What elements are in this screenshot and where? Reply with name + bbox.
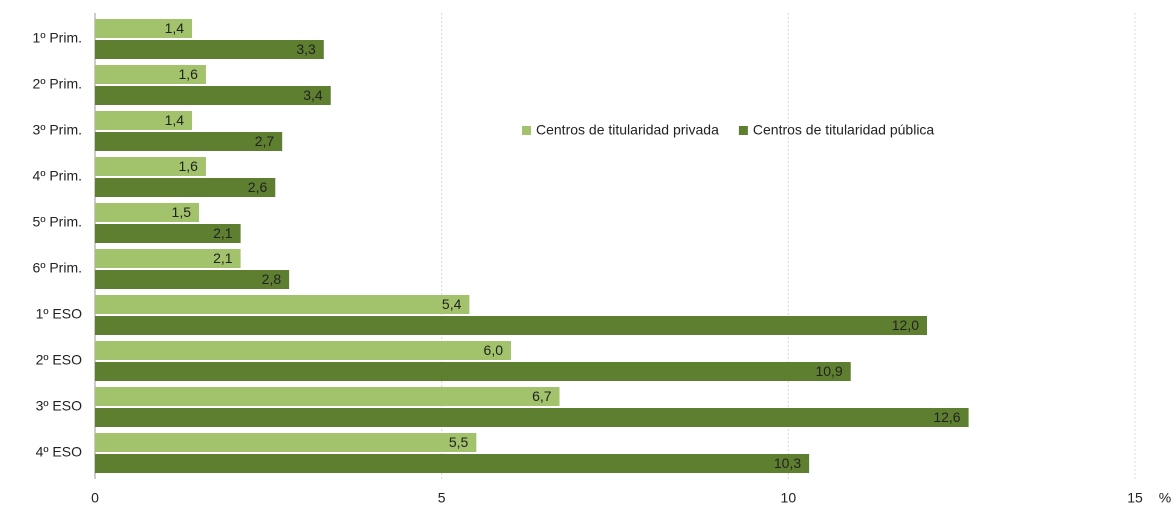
y-tick-label: 6º Prim. [33, 260, 82, 276]
data-label: 10,3 [774, 455, 801, 471]
data-label: 5,5 [449, 434, 469, 450]
y-tick-label: 3º ESO [36, 398, 82, 414]
bar [95, 224, 241, 243]
data-label: 2,7 [255, 133, 275, 149]
y-tick-label: 5º Prim. [33, 214, 82, 230]
legend-swatch [738, 126, 748, 135]
x-tick-label: 10 [781, 490, 797, 506]
bar [95, 454, 810, 473]
x-tick-label: 5 [438, 490, 446, 506]
y-tick-label: 4º Prim. [33, 168, 82, 184]
data-label: 6,0 [484, 342, 504, 358]
bar [95, 65, 206, 84]
y-tick-label: 3º Prim. [33, 122, 82, 138]
data-label: 3,4 [303, 87, 323, 103]
y-tick-label: 1º Prim. [33, 30, 82, 46]
data-label: 2,6 [248, 179, 268, 195]
data-label: 6,7 [532, 388, 552, 404]
bar [95, 178, 276, 197]
bar [95, 387, 560, 406]
bar [95, 433, 477, 452]
data-label: 1,6 [178, 158, 198, 174]
legend-label: Centros de titularidad pública [753, 122, 935, 138]
bar [95, 362, 851, 381]
y-tick-label: 2º ESO [36, 352, 82, 368]
bar [95, 40, 324, 59]
data-label: 1,6 [178, 66, 198, 82]
data-label: 5,4 [442, 296, 462, 312]
data-label: 2,1 [213, 250, 233, 266]
data-label: 3,3 [296, 41, 316, 57]
data-label: 1,5 [172, 204, 192, 220]
x-tick-label: 15 [1127, 490, 1143, 506]
data-label: 12,0 [892, 317, 919, 333]
bar [95, 19, 193, 38]
bar [95, 157, 206, 176]
bar [95, 341, 511, 360]
legend-swatch [522, 126, 531, 135]
data-label: 10,9 [815, 363, 842, 379]
bar [95, 249, 241, 268]
y-tick-label: 2º Prim. [33, 76, 82, 92]
bar [95, 132, 283, 151]
y-tick-label: 1º ESO [36, 306, 82, 322]
data-label: 2,8 [262, 271, 282, 287]
bar [95, 203, 199, 222]
bar [95, 295, 470, 314]
y-tick-label: 4º ESO [36, 444, 82, 460]
data-label: 2,1 [213, 225, 233, 241]
data-label: 1,4 [165, 20, 185, 36]
x-axis-label: % [1159, 490, 1171, 506]
x-tick-label: 0 [91, 490, 99, 506]
data-label: 1,4 [165, 112, 185, 128]
legend-label: Centros de titularidad privada [536, 122, 719, 138]
bar [95, 111, 193, 130]
bar [95, 408, 969, 427]
bar [95, 86, 331, 105]
bar [95, 270, 290, 289]
data-label: 12,6 [933, 409, 960, 425]
bar [95, 316, 927, 335]
